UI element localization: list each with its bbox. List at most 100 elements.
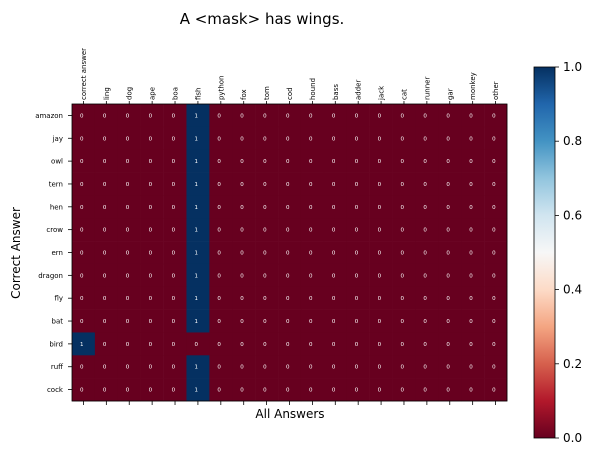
heatmap-cell bbox=[117, 126, 141, 150]
heatmap-cell bbox=[323, 104, 348, 128]
heatmap-cell-label: 0 bbox=[355, 388, 359, 394]
heatmap-cell-label: 0 bbox=[423, 182, 427, 188]
heatmap-cell bbox=[72, 149, 96, 173]
heatmap-cell-label: 0 bbox=[172, 228, 176, 234]
heatmap-cell bbox=[186, 309, 210, 333]
heatmap-cell bbox=[300, 378, 325, 402]
y-tick-label: bat bbox=[52, 318, 64, 326]
heatmap-cell-label: 0 bbox=[103, 319, 107, 325]
heatmap-cell-label: 0 bbox=[446, 365, 450, 371]
heatmap-cell-label: 0 bbox=[126, 159, 130, 165]
heatmap-cell bbox=[346, 126, 370, 150]
heatmap-cell bbox=[117, 241, 141, 265]
heatmap-cell-label: 0 bbox=[469, 228, 473, 234]
heatmap-cell-label: 0 bbox=[126, 365, 130, 371]
heatmap-cell bbox=[255, 286, 279, 310]
heatmap-cell-label: 0 bbox=[103, 113, 107, 119]
heatmap-cell-label: 0 bbox=[263, 342, 267, 348]
heatmap-cell bbox=[163, 126, 187, 150]
heatmap-cell-label: 0 bbox=[309, 273, 313, 279]
heatmap-cell bbox=[461, 172, 485, 196]
heatmap-cell bbox=[255, 332, 279, 356]
heatmap-cell bbox=[369, 195, 393, 219]
heatmap-cell-label: 0 bbox=[355, 319, 359, 325]
heatmap-cell bbox=[346, 332, 370, 356]
heatmap-cell bbox=[117, 332, 141, 356]
x-tick-label: correct answer bbox=[80, 48, 88, 100]
heatmap-cell bbox=[278, 149, 302, 173]
heatmap-cell-label: 0 bbox=[172, 388, 176, 394]
heatmap-cell-label: 0 bbox=[492, 113, 496, 119]
heatmap-cell-label: 0 bbox=[332, 365, 336, 371]
heatmap-cell-label: 0 bbox=[355, 273, 359, 279]
heatmap-cell bbox=[140, 104, 164, 128]
heatmap-cell-label: 0 bbox=[80, 159, 84, 165]
y-tick-label: ruff bbox=[51, 363, 63, 371]
heatmap-cell-label: 0 bbox=[149, 296, 153, 302]
heatmap-cell-label: 0 bbox=[80, 251, 84, 257]
heatmap-cell bbox=[117, 172, 141, 196]
heatmap-cell bbox=[278, 126, 302, 150]
heatmap-cell bbox=[369, 332, 393, 356]
heatmap-cell bbox=[163, 195, 187, 219]
heatmap-cell-label: 0 bbox=[80, 228, 84, 234]
heatmap-cell bbox=[278, 218, 302, 242]
heatmap-cell bbox=[186, 172, 210, 196]
heatmap-cell bbox=[209, 241, 233, 265]
heatmap-cell bbox=[140, 378, 164, 402]
heatmap-cell-label: 0 bbox=[469, 182, 473, 188]
x-tick-label: cat bbox=[400, 89, 408, 100]
heatmap-cell bbox=[438, 355, 462, 379]
heatmap-cell-label: 0 bbox=[492, 251, 496, 257]
heatmap-cell-label: 0 bbox=[149, 159, 153, 165]
heatmap-cell-label: 0 bbox=[149, 251, 153, 257]
heatmap-cell-label: 0 bbox=[423, 319, 427, 325]
heatmap-cell bbox=[438, 378, 462, 402]
x-tick-label: fish bbox=[194, 88, 202, 101]
heatmap-cell-label: 0 bbox=[355, 228, 359, 234]
heatmap-cell-label: 0 bbox=[401, 182, 405, 188]
heatmap-cell-label: 0 bbox=[172, 342, 176, 348]
heatmap-cell bbox=[255, 378, 279, 402]
heatmap-cell bbox=[163, 104, 187, 128]
heatmap-cell bbox=[72, 126, 96, 150]
heatmap-cell-label: 0 bbox=[309, 136, 313, 142]
heatmap-cell bbox=[346, 286, 370, 310]
heatmap-cell-label: 0 bbox=[80, 319, 84, 325]
heatmap-cell bbox=[278, 378, 302, 402]
heatmap-cell bbox=[255, 218, 279, 242]
heatmap-cell bbox=[186, 195, 210, 219]
heatmap-cell bbox=[94, 195, 119, 219]
heatmap-cell-label: 0 bbox=[103, 388, 107, 394]
heatmap-cell-label: 0 bbox=[309, 319, 313, 325]
y-tick-label: fly bbox=[54, 295, 63, 303]
heatmap-cell-label: 1 bbox=[194, 228, 198, 234]
heatmap-cell-label: 0 bbox=[80, 296, 84, 302]
x-tick-marks bbox=[83, 401, 496, 405]
heatmap-cell bbox=[117, 218, 141, 242]
heatmap-cell-label: 0 bbox=[355, 136, 359, 142]
heatmap-cell-label: 0 bbox=[126, 136, 130, 142]
heatmap-cell-label: 0 bbox=[332, 296, 336, 302]
heatmap-cell bbox=[255, 355, 279, 379]
heatmap-cell bbox=[117, 104, 141, 128]
y-tick-label: hen bbox=[50, 203, 63, 211]
heatmap-cell bbox=[323, 149, 348, 173]
colorbar-tick-label: 0.6 bbox=[563, 208, 582, 222]
heatmap-cell-label: 0 bbox=[423, 113, 427, 119]
heatmap-cell bbox=[323, 218, 348, 242]
heatmap-cell-label: 0 bbox=[217, 251, 221, 257]
heatmap-cell-label: 0 bbox=[355, 182, 359, 188]
heatmap-cell-label: 0 bbox=[355, 342, 359, 348]
heatmap-cell-label: 0 bbox=[355, 159, 359, 165]
x-tick-label: adder bbox=[355, 80, 363, 100]
heatmap-cell bbox=[186, 104, 210, 128]
heatmap-cell bbox=[461, 378, 485, 402]
heatmap-cell-label: 0 bbox=[263, 365, 267, 371]
heatmap-cell-label: 0 bbox=[309, 228, 313, 234]
heatmap-cell bbox=[369, 263, 393, 288]
heatmap-cell-label: 0 bbox=[217, 159, 221, 165]
heatmap-cell bbox=[323, 172, 348, 196]
heatmap-cell-label: 0 bbox=[469, 388, 473, 394]
heatmap-cell-label: 1 bbox=[194, 319, 198, 325]
